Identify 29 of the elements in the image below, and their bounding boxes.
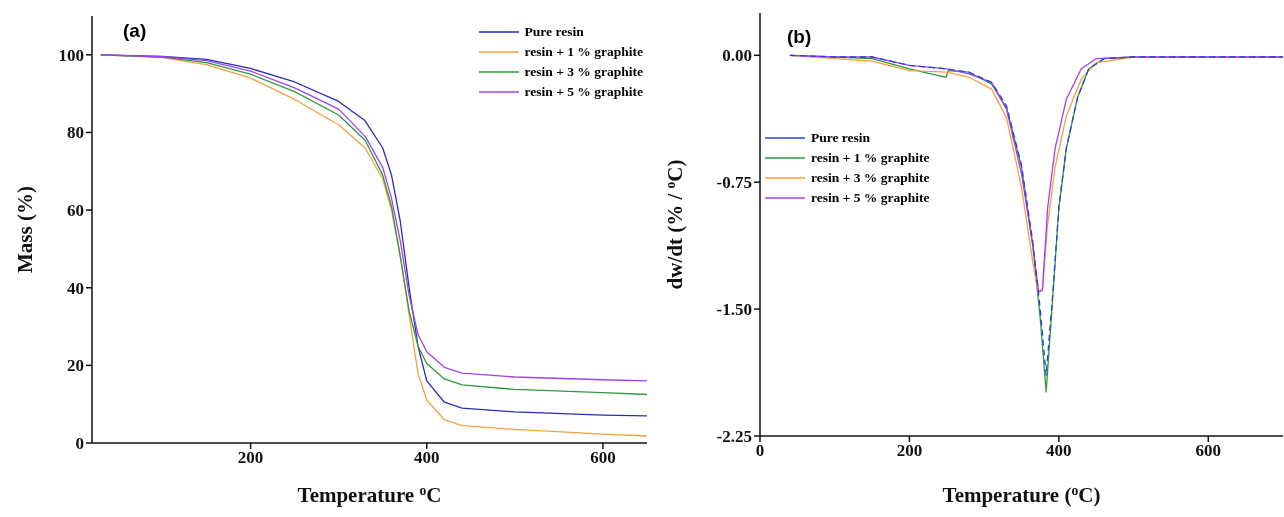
x-tick-label: 200	[237, 448, 264, 468]
y-tick-label: 80	[67, 123, 84, 143]
legend-label: resin + 1 % graphite	[811, 149, 930, 167]
y-tick-label: -1.50	[716, 300, 752, 320]
chart-title: (a)	[123, 20, 147, 42]
y-tick-label: 20	[67, 356, 84, 376]
y-tick-label: 100	[58, 45, 84, 65]
y-tick-label: -2.25	[716, 427, 752, 447]
x-axis-title: Temperature ($^{o}$C)	[942, 482, 1101, 507]
x-tick-label: 600	[590, 448, 616, 468]
x-tick-label: 600	[1195, 441, 1222, 461]
legend-label: resin + 3 % graphite	[811, 169, 930, 187]
y-tick-label: -0.75	[716, 173, 752, 193]
y-tick-label: 40	[67, 278, 84, 298]
x-tick-label: 400	[414, 448, 440, 468]
x-axis-title: Temperature $^{o}$C	[297, 482, 442, 507]
x-tick-label: 200	[896, 441, 923, 461]
y-axis-title: Mass (%)	[13, 186, 37, 273]
legend-label: resin + 1 % graphite	[524, 43, 643, 61]
legend-label: resin + 5 % graphite	[811, 189, 930, 207]
y-tick-label: 0.00	[722, 46, 752, 66]
x-tick-label: 0	[755, 441, 765, 461]
legend-label: Pure resin	[811, 129, 871, 147]
x-tick-label: 400	[1046, 441, 1072, 461]
text: (b)	[787, 26, 812, 48]
legend-label: resin + 3 % graphite	[524, 63, 643, 81]
legend-label: resin + 5 % graphite	[524, 83, 643, 101]
legend-label: Pure resin	[524, 23, 584, 41]
y-tick-label: 60	[67, 201, 84, 221]
